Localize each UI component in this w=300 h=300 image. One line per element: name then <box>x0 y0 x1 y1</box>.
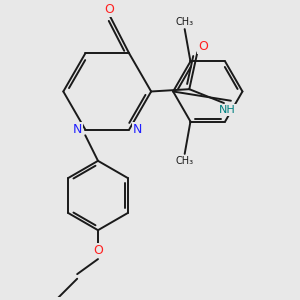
Text: N: N <box>73 123 82 136</box>
Text: N: N <box>133 123 142 136</box>
Text: CH₃: CH₃ <box>176 156 194 166</box>
Text: NH: NH <box>219 105 236 115</box>
Text: O: O <box>93 244 103 257</box>
Text: O: O <box>198 40 208 53</box>
Text: O: O <box>105 3 115 16</box>
Text: CH₃: CH₃ <box>176 17 194 27</box>
